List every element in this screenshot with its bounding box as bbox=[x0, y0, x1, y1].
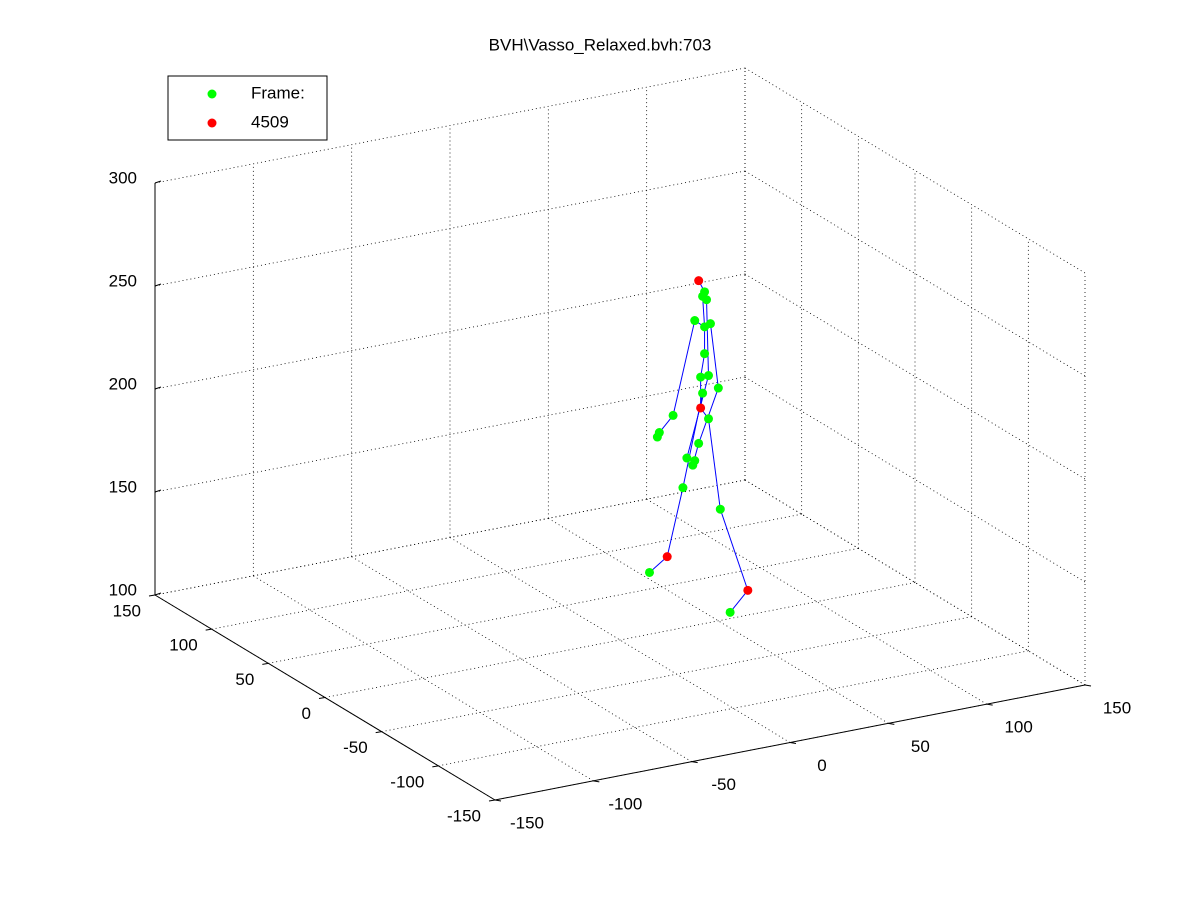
bone bbox=[686, 375, 709, 459]
z-tick-label: 100 bbox=[109, 580, 137, 599]
grid-line bbox=[154, 479, 746, 596]
grid-line bbox=[324, 582, 916, 698]
x-tick-label: 150 bbox=[1103, 698, 1131, 717]
y-tick-label: -150 bbox=[447, 806, 481, 825]
x-tick-label: -100 bbox=[608, 794, 642, 813]
point bbox=[713, 383, 723, 393]
grid-line bbox=[154, 273, 746, 390]
y-axis bbox=[154, 594, 496, 801]
x-axis bbox=[494, 684, 1086, 801]
bone bbox=[666, 487, 684, 557]
y-tick bbox=[262, 662, 269, 665]
grid-line bbox=[268, 547, 859, 664]
grid-line bbox=[211, 513, 802, 630]
chart-title: BVH\Vasso_Relaxed.bvh:703 bbox=[489, 35, 712, 54]
point bbox=[702, 295, 712, 305]
bone bbox=[719, 509, 749, 591]
point bbox=[678, 483, 688, 493]
grid-line bbox=[381, 616, 972, 733]
y-tick-label: 150 bbox=[113, 601, 141, 620]
point bbox=[652, 432, 662, 442]
point bbox=[662, 552, 672, 562]
point bbox=[645, 567, 654, 577]
markers bbox=[645, 276, 753, 617]
bone bbox=[706, 299, 709, 376]
bone bbox=[708, 418, 721, 510]
point bbox=[694, 438, 704, 448]
point bbox=[696, 372, 706, 382]
legend: Frame: 4509 bbox=[167, 75, 328, 141]
z-tick-label: 150 bbox=[109, 477, 137, 496]
z-tick bbox=[154, 489, 162, 493]
point bbox=[715, 504, 725, 514]
point bbox=[696, 403, 706, 413]
x-tick-label: -50 bbox=[711, 775, 736, 794]
bone bbox=[672, 320, 696, 416]
x-tick-label: 50 bbox=[911, 737, 930, 756]
point bbox=[694, 276, 704, 286]
z-tick bbox=[154, 592, 162, 596]
point bbox=[700, 322, 710, 332]
point bbox=[704, 371, 713, 381]
point bbox=[690, 316, 700, 326]
point bbox=[704, 414, 713, 424]
legend-marker bbox=[207, 118, 217, 128]
legend-box bbox=[167, 75, 328, 141]
grid-line bbox=[154, 170, 746, 287]
y-tick bbox=[148, 594, 156, 597]
x-tick bbox=[1084, 684, 1092, 687]
point bbox=[688, 460, 698, 470]
point bbox=[698, 388, 708, 398]
point bbox=[700, 349, 710, 359]
y-tick bbox=[375, 731, 382, 734]
z-tick bbox=[154, 283, 162, 287]
legend-label: Frame: bbox=[251, 83, 305, 102]
point bbox=[743, 585, 753, 595]
bone bbox=[729, 590, 749, 613]
point bbox=[682, 453, 692, 463]
y-tick bbox=[488, 799, 496, 802]
y-tick-label: -50 bbox=[343, 738, 368, 757]
grid-line bbox=[154, 376, 746, 493]
point bbox=[725, 607, 735, 617]
point bbox=[668, 410, 678, 420]
grid-line bbox=[438, 650, 1029, 767]
y-tick bbox=[205, 628, 212, 631]
z-tick bbox=[154, 180, 162, 184]
legend-label: 4509 bbox=[251, 112, 289, 131]
x-tick-label: 100 bbox=[1004, 718, 1032, 737]
grid bbox=[154, 67, 1086, 801]
y-tick-label: 0 bbox=[302, 704, 311, 723]
x-tick-label: 0 bbox=[817, 756, 826, 775]
y-tick bbox=[318, 697, 326, 699]
legend-marker bbox=[207, 89, 217, 99]
axes: -150 -100 -50 0 50 100 150 -150 -100 -50 0 50 100 150… bbox=[109, 168, 1132, 832]
z-tick bbox=[154, 386, 162, 390]
z-tick-label: 250 bbox=[109, 271, 137, 290]
y-tick-label: 100 bbox=[169, 636, 197, 655]
z-tick-label: 200 bbox=[109, 374, 137, 393]
x-tick-label: -150 bbox=[510, 813, 544, 832]
y-tick bbox=[432, 765, 439, 768]
y-tick-label: -100 bbox=[390, 772, 424, 791]
bone bbox=[709, 323, 719, 389]
grid-line bbox=[154, 67, 746, 184]
z-tick-label: 300 bbox=[109, 168, 137, 187]
y-tick-label: 50 bbox=[235, 670, 254, 689]
